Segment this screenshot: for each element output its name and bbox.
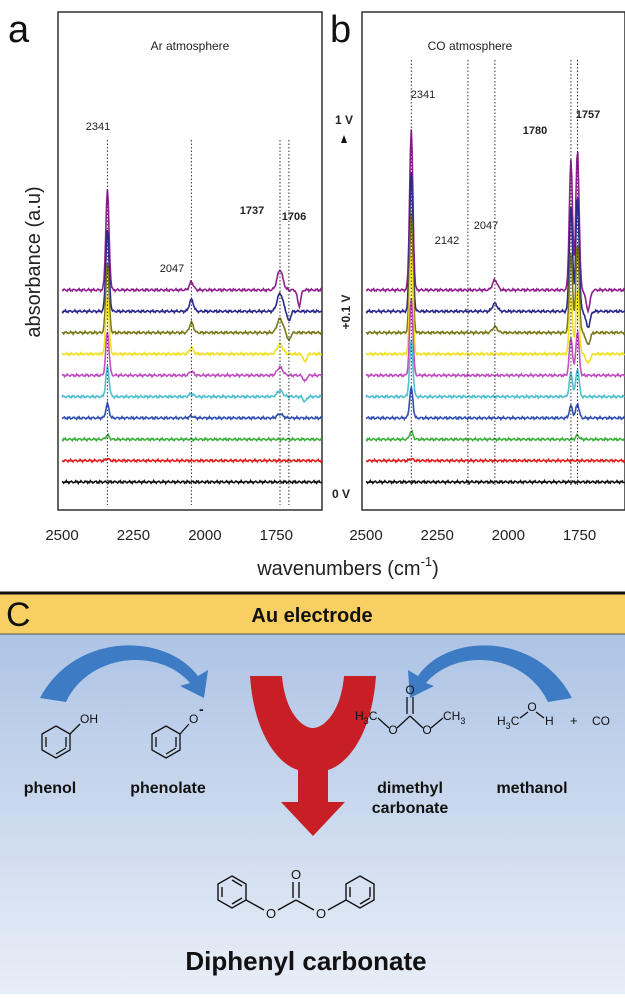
plus-sign: +: [570, 713, 578, 728]
panel-label-c: C: [6, 596, 31, 634]
peak-label-b-2047: 2047: [474, 220, 498, 232]
co-label: CO: [592, 714, 610, 728]
x-tick-label-2500: 2500: [349, 527, 382, 544]
potential-arrow-icon: [341, 135, 347, 143]
banner-title: Au electrode: [251, 605, 372, 627]
peak-markers-a: [106, 140, 290, 505]
spectrum-a-1: [61, 189, 322, 311]
spectrum-a-6: [61, 365, 322, 403]
dpc-ester-o2-label: O: [316, 906, 326, 921]
peak-label-a-1706: 1706: [282, 211, 306, 223]
phenolate-structure-icon: [151, 723, 190, 759]
peak-label-b-2341: 2341: [411, 89, 435, 101]
dmc-ester-o2-label: O: [422, 723, 431, 737]
x-axis-label: wavenumbers (cm-1): [256, 554, 439, 580]
spectrum-b-10: [365, 478, 625, 486]
dmc-label-line1: dimethyl: [377, 780, 443, 797]
peak-label-a-1737: 1737: [240, 205, 264, 217]
x-tick-label-2000: 2000: [492, 527, 525, 544]
x-tick-label-1750: 1750: [260, 527, 293, 544]
dimethyl-carbonate-structure-icon: [377, 697, 444, 729]
x-tick-label-2250: 2250: [421, 527, 454, 544]
peak-label-a-2341: 2341: [86, 121, 110, 133]
methanol-bonds-icon: [519, 711, 545, 719]
dmc-ch3-label: CH3: [443, 709, 465, 726]
curved-arrow-left-icon: [40, 645, 208, 702]
panel-label-a: a: [8, 9, 30, 51]
plot-frame-a: [57, 11, 323, 511]
spectrum-a-10: [61, 478, 322, 486]
x-ticks-b: 2500 2250 2000 1750: [349, 527, 596, 544]
electrode-banner: [0, 594, 625, 634]
phenolate-o-label: O: [189, 712, 198, 726]
peak-markers-b: [410, 60, 578, 486]
dpc-carbonyl-o-label: O: [291, 867, 301, 882]
product-label: Diphenyl carbonate: [185, 946, 426, 976]
dmc-h3c-label: H3C: [355, 709, 378, 726]
phenol-oh-label: OH: [80, 712, 98, 726]
panel-label-b: b: [330, 9, 351, 51]
peak-label-b-1780: 1780: [523, 125, 547, 137]
methanol-o-label: O: [527, 700, 536, 714]
phenolate-label: phenolate: [130, 780, 206, 797]
curved-arrow-right-icon: [408, 645, 572, 702]
phenol-structure-icon: [41, 723, 81, 759]
x-tick-label-2250: 2250: [117, 527, 150, 544]
dmc-label-line2: carbonate: [372, 800, 449, 817]
x-tick-label-1750: 1750: [563, 527, 596, 544]
x-tick-label-2000: 2000: [188, 527, 221, 544]
merge-arrow-icon: [250, 676, 376, 836]
methanol-label: methanol: [496, 780, 567, 797]
x-ticks-a: 2500 2250 2000 1750: [45, 527, 293, 544]
methanol-h-label: H: [545, 714, 554, 728]
y-axis-label: absorbance (a.u): [23, 186, 45, 337]
potential-bottom-label: 0 V: [332, 487, 350, 501]
phenol-label: phenol: [24, 780, 76, 797]
plot-title-b: CO atmosphere: [428, 39, 513, 53]
methanol-h3c-label: H3C: [497, 714, 520, 731]
x-tick-label-2500: 2500: [45, 527, 78, 544]
spectrum-b-4: [365, 254, 625, 365]
peak-label-b-1757: 1757: [576, 109, 600, 121]
plot-frame-b: [361, 11, 625, 511]
potential-mid-label: +0.1 V: [339, 294, 353, 329]
potential-top-label: 1 V: [335, 113, 353, 127]
diphenyl-carbonate-structure-icon: [217, 875, 375, 911]
phenolate-charge-label: -: [199, 701, 204, 717]
peak-label-a-2047: 2047: [160, 263, 184, 275]
dmc-ester-o1-label: O: [388, 723, 397, 737]
dpc-ester-o1-label: O: [266, 906, 276, 921]
dmc-carbonyl-o-label: O: [405, 683, 414, 697]
plot-title-a: Ar atmosphere: [151, 39, 230, 53]
spectrum-a-2: [61, 229, 322, 322]
spectrum-a-5: [61, 331, 322, 383]
peak-label-b-2142: 2142: [435, 235, 459, 247]
